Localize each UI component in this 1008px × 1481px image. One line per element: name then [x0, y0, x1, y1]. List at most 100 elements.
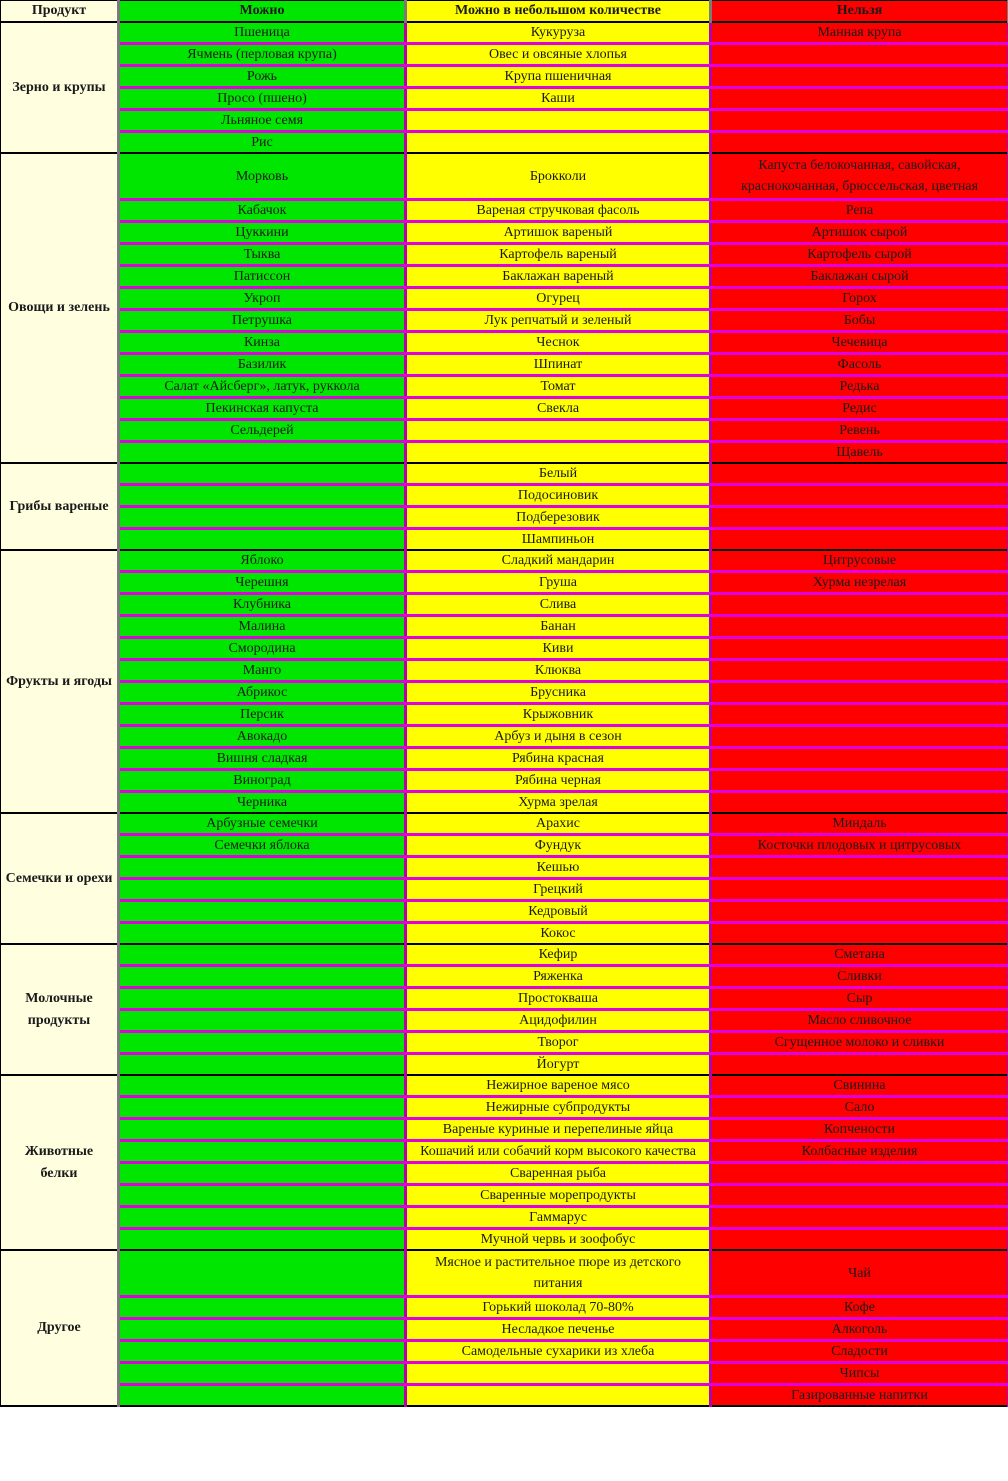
- limited-cell: Мясное и растительное пюре из детского п…: [404, 1250, 712, 1298]
- table-row: Семечки и орехи Арбузные семечки Арахис Мин…: [0, 813, 1008, 945]
- limited-cell: Банан: [404, 615, 712, 639]
- forbidden-cell: Сгущенное молоко и сливки: [709, 1031, 1008, 1055]
- table-row: Салат «Айсберг», латук, руккола Томат Редь…: [1, 375, 1008, 399]
- forbidden-cell: Щавель: [709, 441, 1008, 464]
- forbidden-cell: Редька: [709, 375, 1008, 399]
- forbidden-cell: [709, 878, 1008, 902]
- table-row: Подберезовик: [1, 506, 1008, 530]
- limited-cell: Рябина черная: [404, 769, 712, 793]
- limited-cell: Самодельные сухарики из хлеба: [404, 1340, 712, 1364]
- forbidden-cell: Миндаль: [709, 813, 1008, 836]
- category-cell: Фрукты и ягоды: [0, 550, 120, 814]
- forbidden-cell: Баклажан сырой: [709, 265, 1008, 289]
- allowed-cell: Смородина: [117, 637, 407, 661]
- limited-cell: Гаммарус: [404, 1206, 712, 1230]
- allowed-cell: [117, 1075, 407, 1098]
- table-row: Творог Сгущенное молоко и сливки: [1, 1031, 1008, 1055]
- table-row: Тыква Картофель вареный Картофель сырой: [1, 243, 1008, 267]
- allowed-cell: Ячмень (перловая крупа): [117, 43, 407, 67]
- table-row: Кабачок Вареная стручковая фасоль Репа: [1, 199, 1008, 223]
- table-row: Подосиновик: [1, 484, 1008, 508]
- forbidden-cell: Сливки: [709, 965, 1008, 989]
- table-row: Кедровый: [1, 900, 1008, 924]
- limited-cell: Подосиновик: [404, 484, 712, 508]
- header-row: Продукт Можно Можно в небольшом количест…: [0, 0, 1008, 23]
- table-row: Льняное семя: [1, 109, 1008, 133]
- allowed-cell: [117, 856, 407, 880]
- category-cell: Овощи и зелень: [0, 153, 120, 464]
- allowed-cell: [117, 965, 407, 989]
- table-row: Рожь Крупа пшеничная: [1, 65, 1008, 89]
- forbidden-cell: Ревень: [709, 419, 1008, 443]
- table-row: Мучной червь и зоофобус: [1, 1228, 1008, 1251]
- table-row: Сваренные морепродукты: [1, 1184, 1008, 1208]
- forbidden-cell: Горох: [709, 287, 1008, 311]
- table-row: Вареные куриные и перепелиные яйца Копчен…: [1, 1118, 1008, 1142]
- forbidden-cell: [709, 463, 1008, 486]
- table-row: Черешня Груша Хурма незрелая: [1, 571, 1008, 595]
- limited-cell: Клюква: [404, 659, 712, 683]
- allowed-cell: [117, 900, 407, 924]
- food-table: Продукт Можно Можно в небольшом количест…: [0, 0, 1008, 1407]
- allowed-cell: [117, 1296, 407, 1320]
- allowed-cell: [117, 1053, 407, 1076]
- allowed-cell: Черешня: [117, 571, 407, 595]
- limited-cell: Киви: [404, 637, 712, 661]
- table-row: Укроп Огурец Горох: [1, 287, 1008, 311]
- limited-cell: Шпинат: [404, 353, 712, 377]
- category-cell: Другое: [0, 1250, 120, 1407]
- allowed-cell: [117, 922, 407, 945]
- allowed-cell: [117, 944, 407, 967]
- allowed-cell: Пшеница: [117, 22, 407, 45]
- table-row: Базилик Шпинат Фасоль: [1, 353, 1008, 377]
- table-row: Ацидофилин Масло сливочное: [1, 1009, 1008, 1033]
- forbidden-cell: [709, 900, 1008, 924]
- forbidden-cell: [709, 109, 1008, 133]
- allowed-cell: [117, 528, 407, 551]
- limited-cell: Вареные куриные и перепелиные яйца: [404, 1118, 712, 1142]
- forbidden-cell: Газированные напитки: [709, 1384, 1008, 1407]
- allowed-cell: Яблоко: [117, 550, 407, 573]
- allowed-cell: [117, 506, 407, 530]
- table-row: Зерно и крупы Пшеница Кукуруза Манная крупа: [0, 22, 1008, 154]
- allowed-cell: Укроп: [117, 287, 407, 311]
- limited-cell: Вареная стручковая фасоль: [404, 199, 712, 223]
- forbidden-cell: Картофель сырой: [709, 243, 1008, 267]
- forbidden-cell: [709, 681, 1008, 705]
- limited-cell: Кошачий или собачий корм высокого качест…: [404, 1140, 712, 1164]
- allowed-cell: [117, 1384, 407, 1407]
- limited-cell: Кедровый: [404, 900, 712, 924]
- allowed-cell: [117, 441, 407, 464]
- table-row: Кокос: [1, 922, 1008, 945]
- forbidden-cell: Алкоголь: [709, 1318, 1008, 1342]
- limited-cell: Огурец: [404, 287, 712, 311]
- limited-cell: Крупа пшеничная: [404, 65, 712, 89]
- category-cell: Семечки и орехи: [0, 813, 120, 945]
- table-row: Сельдерей Ревень: [1, 419, 1008, 443]
- forbidden-cell: [709, 1184, 1008, 1208]
- limited-cell: Каши: [404, 87, 712, 111]
- table-row: Авокадо Арбуз и дыня в сезон: [1, 725, 1008, 749]
- table-row: Гаммарус: [1, 1206, 1008, 1230]
- forbidden-cell: [709, 791, 1008, 814]
- limited-cell: Крыжовник: [404, 703, 712, 727]
- allowed-cell: [117, 1118, 407, 1142]
- forbidden-cell: [709, 484, 1008, 508]
- limited-cell: Свекла: [404, 397, 712, 421]
- category-cell: Животные белки: [0, 1075, 120, 1251]
- allowed-cell: Кинза: [117, 331, 407, 355]
- forbidden-cell: [709, 615, 1008, 639]
- limited-cell: [404, 109, 712, 133]
- allowed-cell: Сельдерей: [117, 419, 407, 443]
- forbidden-cell: [709, 43, 1008, 67]
- allowed-cell: [117, 1162, 407, 1186]
- limited-cell: [404, 419, 712, 443]
- forbidden-cell: [709, 725, 1008, 749]
- table-row: Молочные продукты Кефир Сметана: [0, 944, 1008, 1076]
- limited-cell: Простокваша: [404, 987, 712, 1011]
- table-body: Зерно и крупы Пшеница Кукуруза Манная крупа…: [0, 22, 1008, 1407]
- allowed-cell: Абрикос: [117, 681, 407, 705]
- allowed-cell: Петрушка: [117, 309, 407, 333]
- forbidden-cell: [709, 747, 1008, 771]
- allowed-cell: Малина: [117, 615, 407, 639]
